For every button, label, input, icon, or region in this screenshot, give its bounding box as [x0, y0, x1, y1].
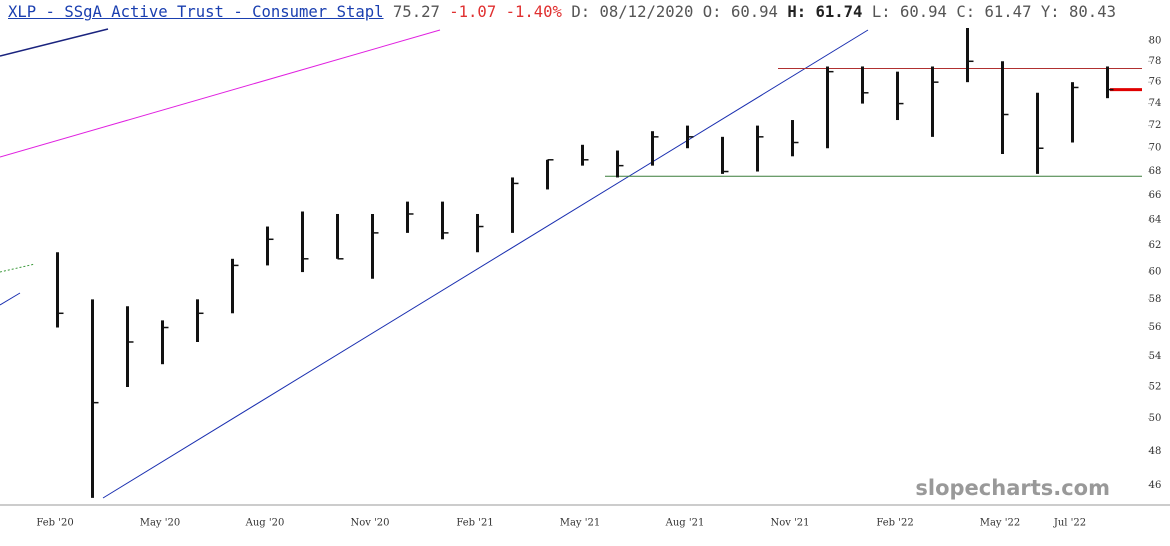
- y-tick-label: 46: [1149, 480, 1162, 491]
- open: 60.94: [730, 3, 778, 21]
- y-tick-label: 66: [1149, 190, 1162, 201]
- y-tick-label: 50: [1149, 413, 1162, 424]
- label: C:: [956, 3, 976, 21]
- change: -1.07: [449, 3, 497, 21]
- trendline: [0, 29, 441, 158]
- label: D:: [571, 3, 591, 21]
- x-tick-label: Feb '22: [876, 518, 913, 529]
- y-tick-label: 70: [1149, 143, 1162, 154]
- label: H:: [787, 3, 807, 21]
- change-pct: -1.40%: [505, 3, 562, 21]
- x-tick-label: Feb '21: [456, 518, 493, 529]
- watermark: slopecharts.com: [915, 476, 1110, 500]
- date: 08/12/2020: [599, 3, 694, 21]
- y-tick-label: 48: [1149, 446, 1162, 457]
- y-tick-label: 74: [1149, 98, 1162, 109]
- x-tick-label: Aug '21: [665, 518, 705, 529]
- x-tick-label: May '22: [980, 518, 1021, 529]
- trendline: [0, 263, 36, 273]
- x-tick-label: Nov '21: [770, 518, 809, 529]
- header: XLP - SSgA Active Trust - Consumer Stapl…: [8, 3, 1116, 21]
- close: 61.47: [984, 3, 1032, 21]
- y-tick-label: 62: [1149, 240, 1162, 251]
- label: Y:: [1040, 3, 1060, 21]
- x-tick-label: Nov '20: [350, 518, 389, 529]
- trendline: [102, 29, 869, 499]
- x-tick-label: May '21: [560, 518, 601, 529]
- y-tick-label: 64: [1149, 215, 1162, 226]
- y-tick-label: 54: [1149, 351, 1162, 362]
- high: 61.74: [815, 3, 863, 21]
- y-tick-label: 58: [1149, 294, 1162, 305]
- y-tick-label: 56: [1149, 322, 1162, 333]
- year: 80.43: [1069, 3, 1116, 21]
- x-tick-label: Feb '20: [36, 518, 73, 529]
- y-tick-label: 68: [1149, 166, 1162, 177]
- y-tick-label: 76: [1149, 77, 1162, 88]
- x-tick-label: Jul '22: [1053, 518, 1086, 529]
- symbol-link[interactable]: XLP - SSgA Active Trust - Consumer Stapl: [8, 3, 384, 21]
- y-tick-label: 80: [1149, 35, 1162, 46]
- label: L:: [871, 3, 891, 21]
- y-tick-label: 72: [1149, 120, 1162, 131]
- y-tick-label: 60: [1149, 267, 1162, 278]
- trendline: [0, 28, 109, 57]
- low: 60.94: [900, 3, 947, 21]
- x-tick-label: Aug '20: [245, 518, 285, 529]
- y-tick-label: 52: [1149, 382, 1162, 393]
- last: 75.27: [392, 3, 440, 21]
- y-tick-label: 78: [1149, 56, 1162, 67]
- label: O:: [702, 3, 722, 21]
- x-tick-label: May '20: [140, 518, 181, 529]
- trendline: [0, 292, 21, 306]
